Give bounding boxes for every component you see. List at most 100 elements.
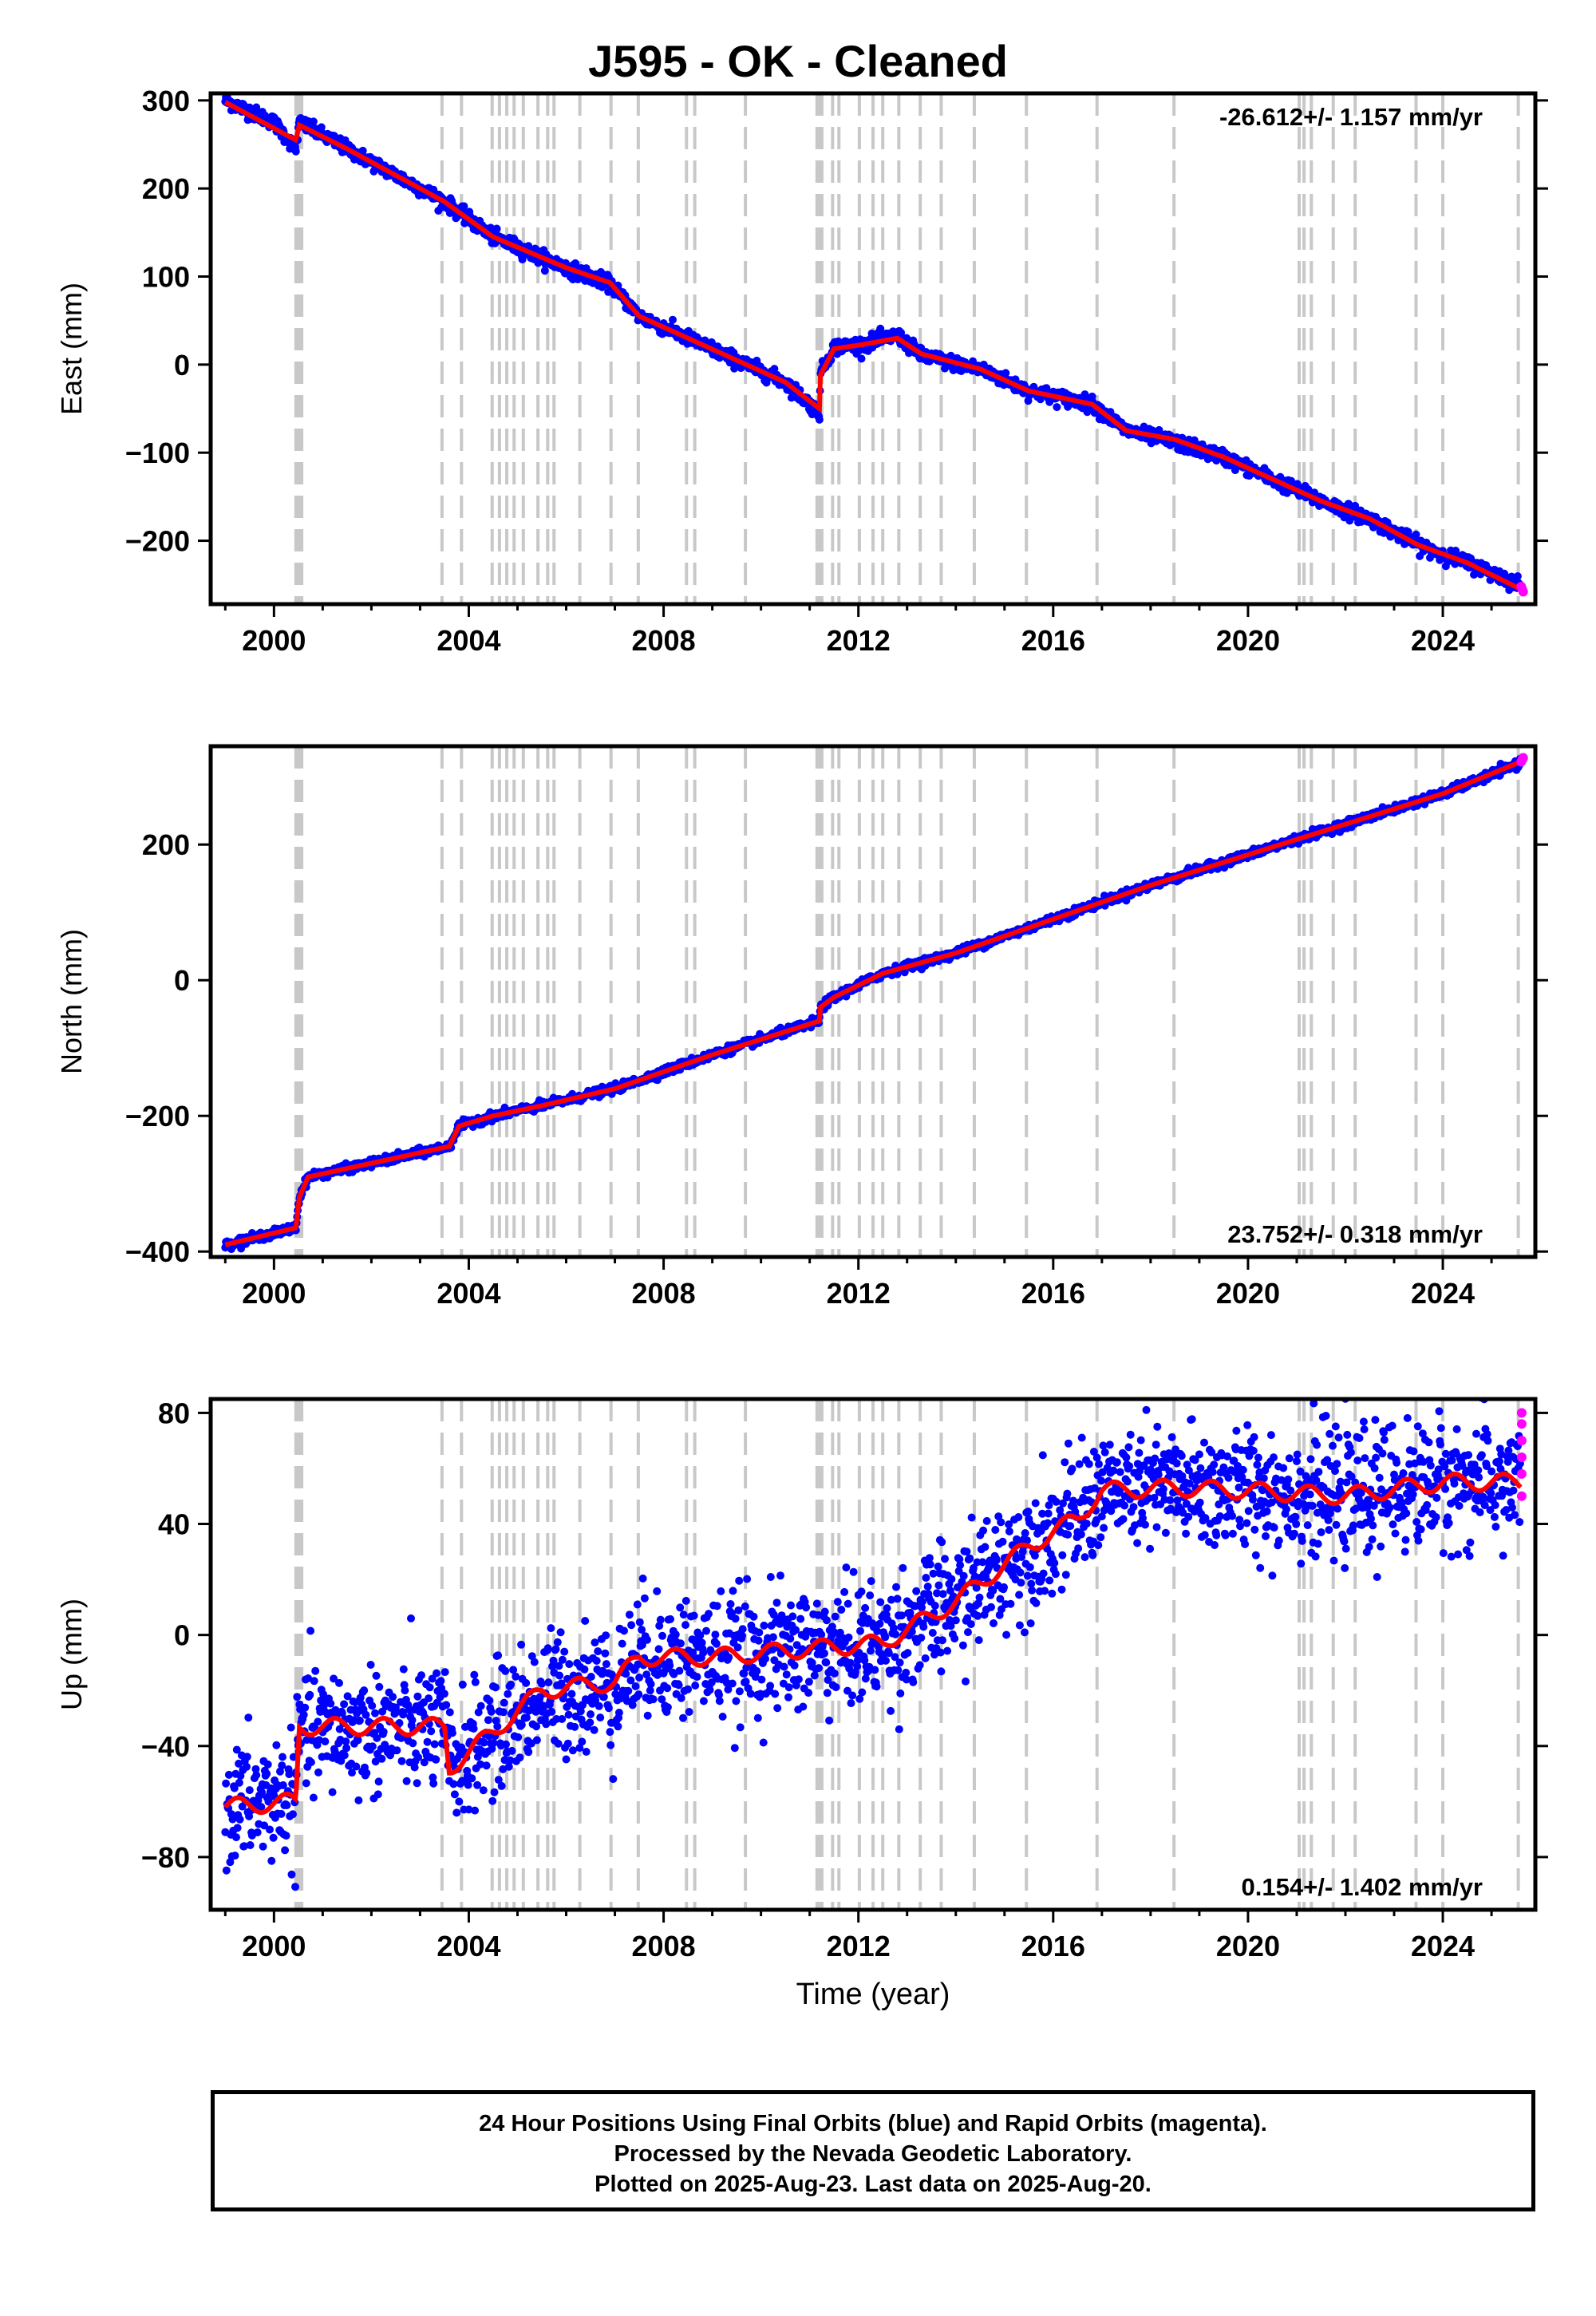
data-point <box>245 1786 254 1795</box>
x-tick-label: 2016 <box>1021 624 1085 657</box>
x-tick-label: 2012 <box>827 1277 891 1310</box>
data-point <box>417 1671 425 1680</box>
data-point <box>393 1746 401 1755</box>
data-point <box>373 1790 382 1799</box>
rapid-point <box>1518 753 1528 763</box>
plot-area <box>221 93 1528 604</box>
data-point <box>222 1779 231 1788</box>
data-point <box>452 1808 461 1817</box>
data-point <box>492 224 501 233</box>
data-point <box>358 146 367 155</box>
plot-area <box>221 1399 1527 1910</box>
data-point <box>476 1701 485 1710</box>
data-point <box>301 1703 310 1712</box>
data-point <box>432 1755 440 1764</box>
data-point <box>228 1815 237 1824</box>
data-point <box>373 1733 381 1742</box>
data-point <box>259 1842 267 1851</box>
data-point <box>476 1760 484 1769</box>
x-tick-label: 2004 <box>437 624 500 657</box>
x-tick-label: 2024 <box>1411 624 1475 657</box>
data-point <box>470 1670 479 1679</box>
data-point <box>232 1745 241 1754</box>
data-point <box>279 1780 287 1789</box>
data-point <box>408 1716 417 1725</box>
data-point <box>246 1841 255 1849</box>
data-point <box>278 1761 286 1770</box>
data-point <box>289 1810 297 1819</box>
data-point <box>377 1754 386 1763</box>
data-point <box>493 1722 502 1731</box>
rate-label: -26.612+/- 1.157 mm/yr <box>1219 103 1483 131</box>
data-point <box>310 1677 318 1686</box>
data-point <box>240 1842 248 1851</box>
data-point <box>460 202 468 211</box>
data-point <box>306 1690 314 1699</box>
data-point <box>413 1692 422 1701</box>
data-point <box>328 1788 337 1796</box>
data-point <box>427 1727 436 1736</box>
data-point <box>269 1833 278 1842</box>
data-point <box>508 1746 516 1755</box>
data-point <box>1351 501 1360 510</box>
data-point <box>429 1773 437 1782</box>
data-point <box>372 1671 381 1680</box>
data-point <box>473 1780 482 1789</box>
data-point <box>437 1677 445 1686</box>
data-point <box>314 1768 322 1777</box>
data-point <box>517 1640 526 1649</box>
data-point <box>410 1763 419 1772</box>
data-point <box>389 1693 397 1701</box>
data-point <box>309 1793 318 1802</box>
data-point <box>235 1759 243 1768</box>
data-point <box>285 1770 294 1779</box>
x-tick-label: 2008 <box>632 624 696 657</box>
data-point <box>399 1665 408 1674</box>
data-point <box>423 1737 432 1746</box>
y-tick-label: −100 <box>125 437 190 469</box>
data-point <box>340 1700 349 1709</box>
data-point <box>504 1762 513 1771</box>
data-point <box>350 1697 359 1706</box>
data-point <box>243 1753 251 1761</box>
data-point <box>293 1693 302 1701</box>
data-point <box>343 1692 352 1701</box>
x-tick-label: 2016 <box>1021 1277 1085 1310</box>
data-point <box>469 1725 478 1733</box>
data-point <box>450 1790 459 1799</box>
data-point <box>342 1737 350 1746</box>
data-point <box>337 1757 346 1765</box>
data-point <box>876 324 885 333</box>
rapid-orbit-points <box>1516 753 1528 767</box>
data-point <box>306 1758 315 1767</box>
data-point <box>420 1758 429 1767</box>
data-point <box>458 1680 467 1689</box>
data-point <box>263 1760 272 1769</box>
data-point <box>340 1751 349 1760</box>
rate-label: 23.752+/- 0.318 mm/yr <box>1227 1220 1483 1248</box>
data-point <box>504 1690 512 1698</box>
data-point <box>232 1833 240 1842</box>
data-point <box>263 1769 271 1778</box>
data-point <box>251 1765 260 1773</box>
data-point <box>392 1708 401 1717</box>
data-point <box>309 117 318 126</box>
rapid-orbit-points <box>1516 581 1528 597</box>
data-point <box>252 1771 261 1780</box>
data-point <box>235 1815 244 1824</box>
data-point <box>279 1753 286 1761</box>
data-point <box>399 1710 408 1719</box>
data-point <box>267 1856 276 1865</box>
x-tick-label: 2020 <box>1216 624 1280 657</box>
data-point <box>440 1668 449 1677</box>
data-point <box>514 1733 523 1741</box>
data-point <box>499 1765 508 1773</box>
data-point <box>302 1779 310 1788</box>
data-point <box>231 1852 239 1860</box>
data-point <box>282 1801 291 1809</box>
data-point <box>319 1701 328 1709</box>
data-point <box>286 1723 295 1732</box>
data-point <box>494 1776 503 1784</box>
data-point <box>442 1701 451 1709</box>
